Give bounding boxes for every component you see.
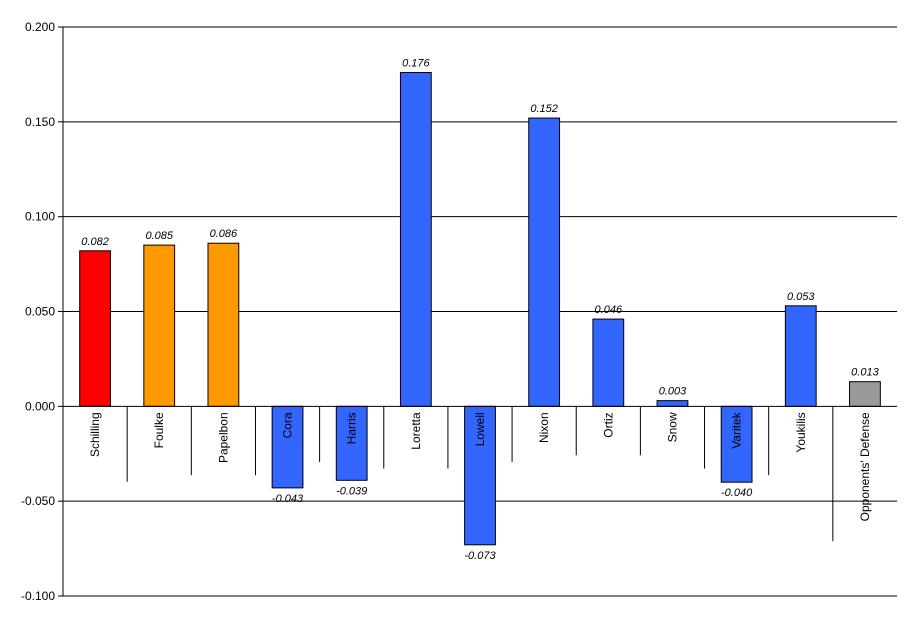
data-label: 0.053 (787, 291, 815, 303)
category-label: Nixon (537, 412, 551, 443)
bar (399, 72, 432, 407)
y-tick-label: -0.100 (21, 589, 55, 603)
data-label: -0.043 (272, 493, 304, 505)
category-label: Cora (281, 412, 295, 438)
data-labels: 0.082 0.085 0.086 -0.043 -0.039 0.176 -0.073 0.… (81, 58, 879, 562)
category-label: Schilling (88, 412, 102, 457)
category-label: Lowell (473, 412, 487, 446)
bar (592, 318, 625, 407)
category-label: Varitek (730, 411, 744, 448)
category-label: Harris (345, 412, 359, 444)
y-axis-tick-labels: -0.100 -0.050 0.000 0.050 0.100 0.150 0.200 (21, 20, 55, 603)
data-label: 0.085 (145, 230, 173, 242)
data-label: 0.003 (659, 386, 687, 398)
bar (79, 250, 111, 407)
bar (143, 244, 176, 407)
y-tick-label: 0.000 (25, 399, 55, 413)
data-label: -0.073 (464, 550, 496, 562)
data-label: -0.039 (336, 485, 367, 497)
bars (79, 72, 881, 546)
category-label: Opponents' Defense (858, 412, 872, 521)
bar (207, 242, 240, 407)
y-tick-label: -0.050 (21, 494, 55, 508)
y-tick-label: 0.100 (25, 210, 55, 224)
category-label: Youkilis (794, 412, 808, 452)
bar (849, 381, 881, 407)
category-label: Loretta (409, 412, 423, 450)
category-separators (126, 406, 834, 542)
y-tick-label: 0.200 (25, 20, 55, 34)
category-labels: Schilling Foulke Papelbon Cora Harris Loretta… (88, 411, 872, 521)
data-label: 0.082 (81, 236, 109, 248)
data-label: 0.152 (530, 103, 558, 115)
category-label: Snow (665, 412, 679, 442)
data-label: 0.013 (851, 367, 879, 379)
y-tick-label: 0.150 (25, 115, 55, 129)
category-label: Papelbon (216, 412, 230, 463)
data-label: -0.040 (721, 487, 753, 499)
data-label: 0.086 (210, 228, 238, 240)
bar (464, 405, 496, 546)
bar (335, 405, 368, 481)
bar (528, 117, 561, 407)
data-label: 0.046 (595, 304, 623, 316)
y-tick-label: 0.050 (25, 305, 55, 319)
bar (784, 305, 817, 407)
bar (720, 405, 753, 483)
data-label: 0.176 (402, 58, 430, 70)
category-label: Ortiz (601, 412, 615, 437)
category-label: Foulke (152, 412, 166, 448)
bar (656, 400, 689, 407)
